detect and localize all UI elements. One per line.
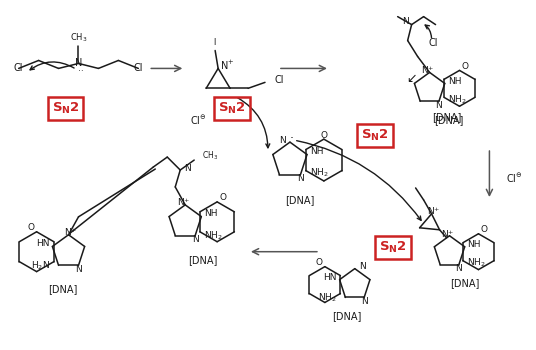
Text: ·: · xyxy=(360,257,364,270)
Text: CH$_3$: CH$_3$ xyxy=(70,31,87,44)
Text: N: N xyxy=(279,136,286,145)
Text: N$^{+}$: N$^{+}$ xyxy=(441,228,454,240)
Text: NH$_2$: NH$_2$ xyxy=(310,166,329,179)
Text: HN: HN xyxy=(323,273,337,282)
Text: Cl$^{\ominus}$: Cl$^{\ominus}$ xyxy=(190,114,206,127)
Text: [DNA]: [DNA] xyxy=(435,115,464,125)
Text: NH$_2$: NH$_2$ xyxy=(467,257,486,269)
Text: [DNA]: [DNA] xyxy=(48,285,77,295)
Text: N$^{+}$: N$^{+}$ xyxy=(176,196,190,208)
Text: ··: ·· xyxy=(78,67,84,76)
Text: N: N xyxy=(297,174,304,183)
Text: N: N xyxy=(184,163,191,173)
Text: HN: HN xyxy=(36,239,50,248)
Text: Cl: Cl xyxy=(14,63,24,74)
Text: Cl: Cl xyxy=(429,37,438,48)
Text: l: l xyxy=(213,38,215,47)
Text: O: O xyxy=(321,131,327,140)
Text: O: O xyxy=(461,62,468,71)
Text: $\mathbf{S_N}$$\mathbf{2}$: $\mathbf{S_N}$$\mathbf{2}$ xyxy=(51,101,79,116)
Text: H$_2$N: H$_2$N xyxy=(31,259,50,272)
Text: Cl$^{\ominus}$: Cl$^{\ominus}$ xyxy=(507,172,523,184)
Text: [DNA]: [DNA] xyxy=(189,255,218,265)
Text: N: N xyxy=(402,17,408,26)
Text: $\mathbf{S_N}$$\mathbf{2}$: $\mathbf{S_N}$$\mathbf{2}$ xyxy=(361,128,389,143)
Text: NH: NH xyxy=(204,209,217,218)
Text: [DNA]: [DNA] xyxy=(285,195,315,205)
Text: O: O xyxy=(219,194,226,202)
Text: CH$_3$: CH$_3$ xyxy=(202,150,218,162)
Text: N: N xyxy=(456,264,462,273)
Text: O: O xyxy=(316,258,323,267)
Text: $\mathbf{S_N}$$\mathbf{2}$: $\mathbf{S_N}$$\mathbf{2}$ xyxy=(379,240,407,255)
Text: Cl: Cl xyxy=(133,63,143,74)
Text: N: N xyxy=(75,58,82,69)
Text: [DNA]: [DNA] xyxy=(332,312,361,321)
Text: NH: NH xyxy=(467,240,480,249)
Text: NH$_2$: NH$_2$ xyxy=(204,230,222,242)
Text: NH$_2$: NH$_2$ xyxy=(318,291,337,304)
Text: N: N xyxy=(192,235,198,244)
Text: [DNA]: [DNA] xyxy=(450,279,479,288)
Text: O: O xyxy=(480,225,487,234)
Text: NH$_2$: NH$_2$ xyxy=(448,93,466,106)
Text: N: N xyxy=(359,262,366,271)
Text: NH: NH xyxy=(448,77,461,86)
Text: ·: · xyxy=(290,132,294,145)
Text: O: O xyxy=(28,223,35,232)
Text: N$^{+}$: N$^{+}$ xyxy=(427,205,440,217)
Text: N: N xyxy=(436,101,442,110)
Text: Cl: Cl xyxy=(275,75,285,85)
Text: N$^{+}$: N$^{+}$ xyxy=(421,64,434,76)
Text: [DNA]: [DNA] xyxy=(432,112,461,122)
Text: ↙: ↙ xyxy=(406,72,417,85)
Text: N: N xyxy=(361,297,368,306)
Text: N$^{+}$: N$^{+}$ xyxy=(220,59,234,72)
Text: $\mathbf{S_N}$$\mathbf{2}$: $\mathbf{S_N}$$\mathbf{2}$ xyxy=(218,101,246,116)
Text: N$^{+}$: N$^{+}$ xyxy=(64,226,77,238)
Text: N: N xyxy=(75,265,82,274)
Text: NH: NH xyxy=(310,147,323,156)
